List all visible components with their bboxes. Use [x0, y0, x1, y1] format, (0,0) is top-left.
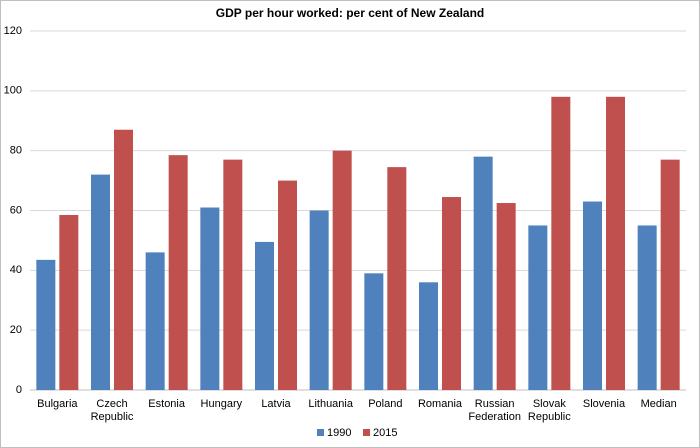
bar — [528, 225, 548, 390]
bar — [419, 282, 438, 390]
bar — [91, 174, 110, 390]
bar — [583, 201, 602, 390]
legend-swatch — [363, 429, 370, 436]
y-tick-label: 40 — [10, 264, 22, 276]
bar — [145, 252, 165, 390]
bar — [364, 273, 384, 390]
y-tick-label: 0 — [16, 384, 22, 396]
bar — [59, 214, 79, 390]
bar — [36, 259, 56, 390]
x-tick-label: Slovenia — [582, 398, 626, 410]
bar — [223, 159, 243, 390]
bar — [442, 197, 461, 390]
x-tick-label: Lithuania — [308, 398, 353, 410]
x-tick-label: Median — [640, 398, 677, 410]
bar — [200, 207, 220, 390]
bar — [606, 96, 625, 391]
x-tick-label: Bulgaria — [37, 398, 78, 410]
x-tick-label: Estonia — [148, 398, 185, 410]
bar — [168, 155, 188, 390]
y-tick-label: 80 — [10, 145, 22, 157]
legend-label: 1990 — [327, 427, 351, 439]
bar — [637, 225, 657, 390]
bar — [473, 156, 493, 390]
legend-swatch — [317, 429, 324, 436]
x-tick-label: Slovak Republic — [527, 398, 571, 423]
x-tick-label: Latvia — [261, 398, 291, 410]
y-tick-label: 100 — [4, 85, 22, 97]
chart-title: GDP per hour worked: per cent of New Zea… — [216, 6, 485, 20]
x-tick-label: Russian Federation — [468, 398, 521, 423]
bar — [255, 241, 274, 390]
y-tick-label: 60 — [10, 204, 22, 216]
bar — [309, 210, 329, 390]
x-tick-label: Romania — [417, 398, 463, 410]
bar — [332, 150, 352, 390]
x-tick-label: Czech Republic — [90, 398, 134, 423]
bar — [278, 180, 297, 390]
bar — [660, 159, 680, 390]
y-tick-label: 120 — [4, 25, 22, 37]
bar — [551, 96, 571, 391]
bar — [387, 167, 407, 390]
y-tick-label: 20 — [10, 324, 22, 336]
bar — [496, 203, 516, 390]
x-tick-label: Poland — [368, 398, 403, 410]
x-tick-label: Hungary — [200, 398, 243, 410]
legend-label: 2015 — [373, 427, 397, 439]
bar — [114, 129, 133, 390]
